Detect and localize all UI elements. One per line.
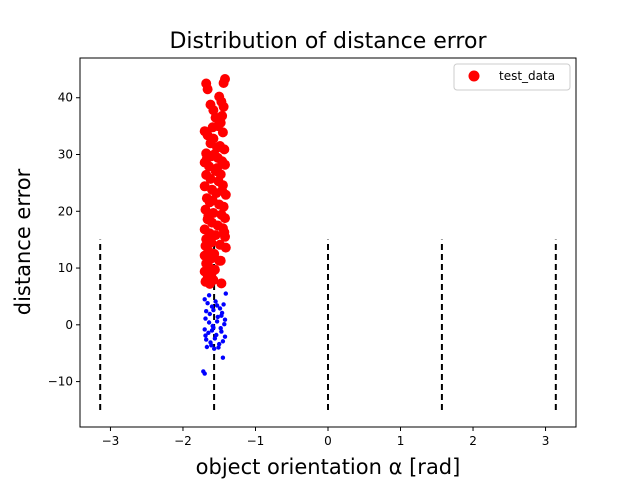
legend: test_data [453, 63, 571, 91]
data-point-small [211, 325, 216, 330]
data-point-small [220, 339, 226, 344]
data-point-small [212, 346, 217, 351]
data-point-small [221, 302, 226, 307]
y-tick-label: 30 [58, 148, 73, 162]
x-tick-label: 3 [542, 434, 550, 448]
data-point-small [202, 327, 207, 332]
data-point-small [223, 291, 228, 296]
data-point-test-data [219, 227, 230, 238]
data-point-test-data [218, 78, 229, 88]
data-point-test-data [215, 255, 226, 266]
legend-label-test-data: test_data [499, 69, 555, 83]
data-point-test-data [217, 110, 228, 121]
y-tick-label: −10 [48, 375, 73, 389]
data-point-test-data [217, 185, 228, 196]
data-point-small [220, 355, 226, 360]
data-point-small [202, 297, 207, 302]
data-point-test-data [218, 201, 229, 212]
y-tick-label: 10 [58, 261, 73, 275]
data-point-small [202, 371, 207, 376]
x-tick-label: 1 [397, 434, 405, 448]
data-point-small [212, 336, 218, 341]
y-tick-label: 20 [58, 204, 73, 218]
legend-marker-test-data [468, 70, 480, 82]
data-point-small [215, 314, 220, 320]
data-point-small [206, 320, 212, 325]
data-point-small [203, 316, 208, 321]
data-point-small [217, 341, 222, 347]
data-point-test-data [207, 122, 218, 133]
data-point-test-data [212, 163, 223, 174]
data-point-small [204, 309, 209, 314]
data-point-small [222, 322, 227, 327]
data-point-small [209, 343, 214, 348]
data-point-small [216, 345, 221, 350]
data-point-test-data [202, 84, 213, 95]
data-point-test-data [218, 101, 229, 112]
data-point-small [218, 326, 223, 331]
data-point-small [209, 304, 215, 309]
data-point-test-data [207, 195, 218, 206]
data-point-test-data [210, 230, 221, 241]
y-axis: −10 0 10 20 30 40 [48, 91, 80, 389]
data-point-test-data [217, 127, 228, 138]
data-point-test-data [220, 159, 230, 170]
x-tick-label: 0 [324, 434, 332, 448]
chart-title: Distribution of distance error [169, 29, 487, 54]
data-point-small [219, 313, 224, 318]
data-point-small [222, 317, 228, 322]
x-tick-label: −1 [247, 434, 265, 448]
y-tick-label: 40 [58, 91, 73, 105]
data-point-small [206, 293, 212, 298]
data-point-small [207, 311, 212, 317]
plot-frame [79, 57, 577, 428]
data-point-small [214, 332, 219, 338]
y-tick-label: 0 [65, 318, 73, 332]
x-tick-label: −2 [174, 434, 192, 448]
data-point-small [204, 337, 209, 342]
data-point-test-data [206, 151, 217, 162]
data-point-small [211, 307, 216, 313]
y-axis-label: distance error [11, 168, 35, 315]
data-point-test-data [220, 242, 231, 253]
x-axis-label: object orientation α [rad] [196, 455, 461, 479]
data-point-test-data [212, 142, 223, 153]
x-tick-label: −3 [102, 434, 120, 448]
data-point-small [205, 301, 210, 306]
data-point-test-data [205, 173, 216, 184]
data-point-test-data [216, 278, 227, 289]
data-point-test-data [220, 213, 230, 224]
data-point-small [203, 333, 208, 338]
data-point-test-data [204, 278, 215, 289]
data-point-test-data [203, 210, 214, 221]
legend-box [453, 63, 571, 91]
data-point-small [222, 334, 228, 339]
data-point-small [204, 344, 210, 350]
data-point-small [206, 330, 211, 335]
data-point-small [213, 299, 218, 304]
data-point-small [219, 329, 224, 334]
data-point-small [214, 319, 220, 324]
x-tick-label: 2 [469, 434, 477, 448]
data-point-small [214, 303, 220, 308]
x-axis: −3 −2 −1 0 1 2 3 [102, 427, 550, 448]
plot-area [99, 74, 557, 410]
data-point-small [217, 306, 223, 311]
